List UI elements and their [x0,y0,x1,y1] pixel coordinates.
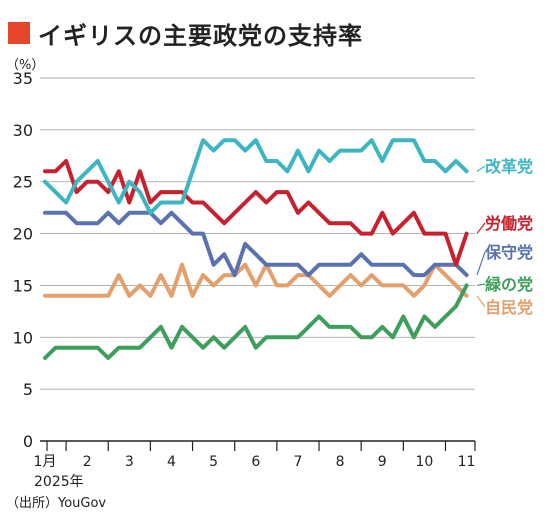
legend-leader [476,165,486,172]
x-tick-label: 11 [458,454,476,470]
x-tick-label: 7 [293,454,302,470]
x-tick-label: 8 [336,454,345,470]
legend-leader [476,295,486,308]
legend-label: 労働党 [485,214,533,233]
y-tick-label: 5 [23,380,33,399]
y-tick-label: 35 [13,69,33,88]
y-tick-label: 0 [23,432,33,451]
series-line-2 [43,159,469,267]
series-line-1 [43,138,469,215]
legend-leader [476,251,486,276]
unit-label: （%） [6,58,45,73]
x-tick-label: 4 [167,454,176,470]
y-tick-label: 30 [13,121,33,140]
y-tick-label: 10 [13,328,33,347]
legend-leader [476,222,486,234]
source-note: （出所）YouGov [6,496,107,511]
legend-label: 改革党 [485,157,533,176]
x-tick-label: 9 [378,454,387,470]
x-tick-label: 6 [251,454,260,470]
year-label: 2025年 [34,474,84,490]
x-tick-label: 2 [83,454,92,470]
x-tick-label: 1月 [34,454,57,470]
chart-title: イギリスの主要政党の支持率 [38,22,363,50]
legend-label: 自民党 [485,298,533,317]
series-line-3 [43,210,469,278]
y-tick-label: 15 [13,276,33,295]
legend-label: 保守党 [484,243,533,262]
x-tick-label: 5 [209,454,218,470]
x-tick-label: 3 [125,454,134,470]
x-tick-label: 10 [415,454,433,470]
y-tick-label: 25 [13,173,33,192]
y-tick-label: 20 [13,225,33,244]
legend-leader [476,283,486,287]
series-line-4 [43,283,469,360]
title-marker [8,22,30,44]
legend-label: 緑の党 [485,275,533,294]
series-line-5 [43,262,469,298]
